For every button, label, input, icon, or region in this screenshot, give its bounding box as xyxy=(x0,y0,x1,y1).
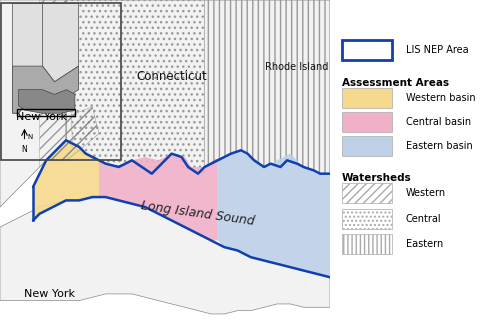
Polygon shape xyxy=(0,0,66,207)
Text: Western basin: Western basin xyxy=(406,93,475,103)
Polygon shape xyxy=(12,66,78,113)
Text: N: N xyxy=(22,145,28,154)
Text: Central basin: Central basin xyxy=(406,117,471,127)
Bar xyxy=(342,234,392,254)
Text: Eastern basin: Eastern basin xyxy=(406,141,472,151)
Bar xyxy=(342,88,392,108)
Polygon shape xyxy=(12,3,42,113)
Bar xyxy=(342,183,392,203)
Text: Rhode Island: Rhode Island xyxy=(266,62,328,72)
Polygon shape xyxy=(99,154,218,240)
Polygon shape xyxy=(0,197,330,314)
Text: New York: New York xyxy=(24,289,75,299)
Polygon shape xyxy=(42,3,78,82)
Text: LIS NEP Area: LIS NEP Area xyxy=(406,45,468,55)
Text: Connecticut: Connecticut xyxy=(136,70,207,83)
Text: Central: Central xyxy=(406,214,442,224)
Text: N: N xyxy=(28,134,33,140)
Polygon shape xyxy=(218,150,330,277)
Text: Eastern: Eastern xyxy=(406,239,443,249)
Bar xyxy=(342,208,392,229)
Text: Long Island Sound: Long Island Sound xyxy=(140,199,256,228)
Bar xyxy=(342,112,392,132)
Text: New York: New York xyxy=(16,112,68,122)
Text: Western: Western xyxy=(406,188,446,198)
Polygon shape xyxy=(66,0,330,174)
Bar xyxy=(342,136,392,156)
Bar xyxy=(18,109,75,116)
Text: Assessment Areas: Assessment Areas xyxy=(342,78,449,88)
Polygon shape xyxy=(33,140,99,220)
Polygon shape xyxy=(18,90,75,113)
Text: Watersheds: Watersheds xyxy=(342,173,412,183)
Bar xyxy=(342,40,392,60)
